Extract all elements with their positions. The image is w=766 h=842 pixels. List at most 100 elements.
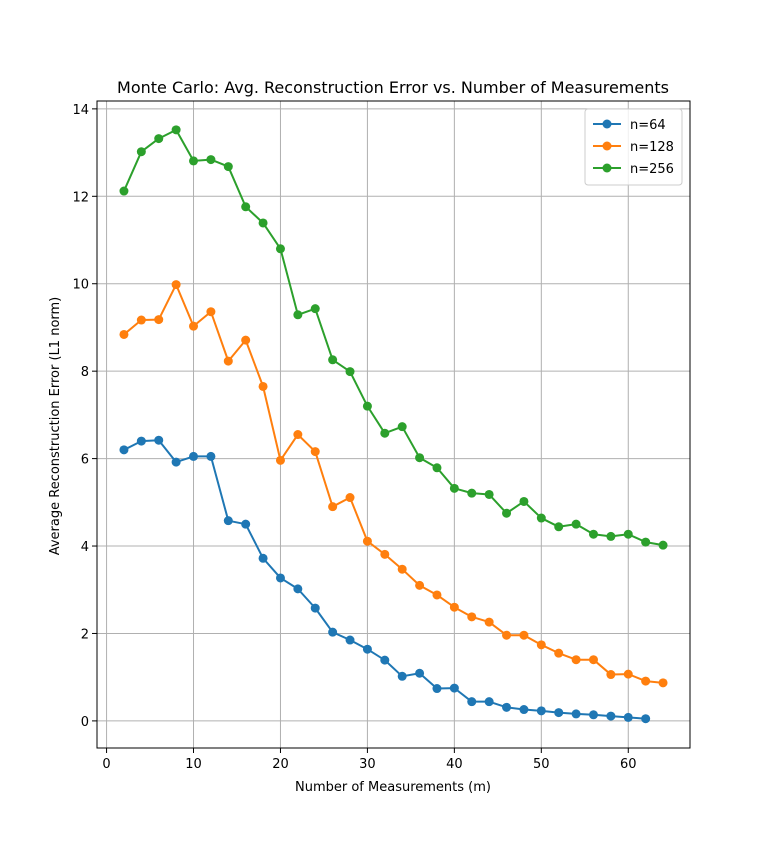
data-point-n-256 (171, 125, 181, 135)
grid (97, 101, 690, 748)
data-point-n-128 (154, 315, 164, 325)
data-point-n-256 (258, 218, 268, 228)
legend-label: n=64 (630, 118, 666, 133)
data-point-n-256 (328, 355, 338, 365)
data-point-n-128 (502, 630, 512, 640)
data-point-n-256 (136, 147, 146, 157)
y-tick-label: 12 (72, 190, 89, 205)
plot-frame (96, 100, 691, 749)
data-point-n-256 (154, 134, 164, 144)
data-point-n-256 (502, 508, 512, 518)
data-point-n-256 (380, 428, 390, 438)
data-point-n-64 (119, 445, 129, 455)
data-point-n-64 (502, 702, 512, 712)
data-point-n-128 (554, 648, 564, 658)
data-point-n-128 (345, 493, 355, 503)
data-point-n-64 (241, 519, 251, 529)
data-point-n-256 (275, 244, 285, 254)
data-point-n-128 (415, 580, 425, 590)
data-point-n-256 (415, 453, 425, 463)
data-point-n-256 (397, 422, 407, 432)
data-point-n-256 (345, 367, 355, 377)
y-axis-label: Average Reconstruction Error (L1 norm) (48, 297, 63, 556)
data-point-n-64 (345, 635, 355, 645)
series-n-256 (119, 125, 668, 550)
data-point-n-64 (519, 705, 529, 715)
x-tick-label: 20 (272, 757, 289, 772)
data-point-n-64 (554, 708, 564, 718)
legend-label: n=128 (630, 140, 674, 155)
data-point-n-64 (623, 712, 633, 722)
y-tick-label: 6 (81, 453, 89, 468)
data-point-n-64 (171, 457, 181, 467)
data-point-n-128 (467, 612, 477, 622)
data-point-n-256 (362, 401, 372, 411)
y-tick-label: 8 (81, 365, 89, 380)
data-point-n-64 (606, 711, 616, 721)
data-point-n-256 (571, 519, 581, 529)
data-point-n-128 (275, 455, 285, 465)
x-axis-label: Number of Measurements (m) (295, 780, 491, 795)
data-point-n-128 (136, 315, 146, 325)
legend: n=64 n=128 n=256 (584, 108, 683, 186)
data-point-n-128 (658, 678, 668, 688)
data-point-n-64 (571, 709, 581, 719)
data-point-n-128 (380, 549, 390, 559)
data-point-n-64 (310, 603, 320, 613)
data-point-n-128 (362, 536, 372, 546)
data-point-n-128 (189, 321, 199, 331)
data-point-n-64 (536, 706, 546, 716)
data-point-n-64 (206, 451, 216, 461)
data-point-n-128 (328, 502, 338, 512)
x-axis: 0 10 20 30 40 50 60 (102, 748, 637, 772)
data-point-n-256 (432, 463, 442, 473)
data-point-n-64 (328, 627, 338, 637)
legend-label: n=256 (630, 162, 674, 177)
data-point-n-128 (484, 617, 494, 627)
data-point-n-256 (467, 488, 477, 498)
data-point-n-64 (258, 553, 268, 563)
data-point-n-256 (658, 540, 668, 550)
data-point-n-128 (449, 602, 459, 612)
data-point-n-64 (397, 671, 407, 681)
data-point-n-64 (154, 435, 164, 445)
data-point-n-256 (223, 162, 233, 172)
data-point-n-128 (641, 676, 651, 686)
data-point-n-256 (119, 186, 129, 196)
legend-item-n-256: n=256 (593, 162, 674, 177)
data-point-n-256 (206, 155, 216, 165)
data-point-n-128 (223, 356, 233, 366)
data-point-n-128 (606, 670, 616, 680)
data-point-n-256 (606, 531, 616, 541)
y-tick-label: 14 (72, 103, 89, 118)
data-point-n-64 (136, 436, 146, 446)
data-point-n-256 (641, 537, 651, 547)
data-point-n-64 (293, 584, 303, 594)
legend-marker (602, 141, 612, 151)
y-tick-label: 10 (72, 278, 89, 293)
data-point-n-256 (293, 310, 303, 320)
x-tick-label: 10 (185, 757, 202, 772)
data-point-n-64 (588, 710, 598, 720)
y-tick-label: 4 (81, 540, 89, 555)
data-point-n-64 (189, 451, 199, 461)
data-point-n-128 (571, 655, 581, 665)
legend-item-n-64: n=64 (593, 118, 666, 133)
data-point-n-256 (241, 202, 251, 212)
data-point-n-128 (241, 335, 251, 345)
x-tick-label: 30 (359, 757, 376, 772)
legend-item-n-128: n=128 (593, 140, 674, 155)
data-point-n-64 (223, 516, 233, 526)
series-layer (119, 125, 668, 724)
data-point-n-128 (206, 307, 216, 317)
chart-title: Monte Carlo: Avg. Reconstruction Error v… (117, 78, 669, 97)
data-point-n-128 (119, 329, 129, 339)
plot-area: 0 10 20 30 40 50 60 0 2 4 6 8 10 12 14 (72, 100, 691, 772)
data-point-n-256 (554, 522, 564, 532)
x-tick-label: 40 (446, 757, 463, 772)
data-point-n-64 (415, 668, 425, 678)
data-point-n-256 (449, 483, 459, 493)
data-point-n-128 (536, 640, 546, 650)
y-axis: 0 2 4 6 8 10 12 14 (72, 103, 97, 730)
x-tick-label: 60 (620, 757, 637, 772)
